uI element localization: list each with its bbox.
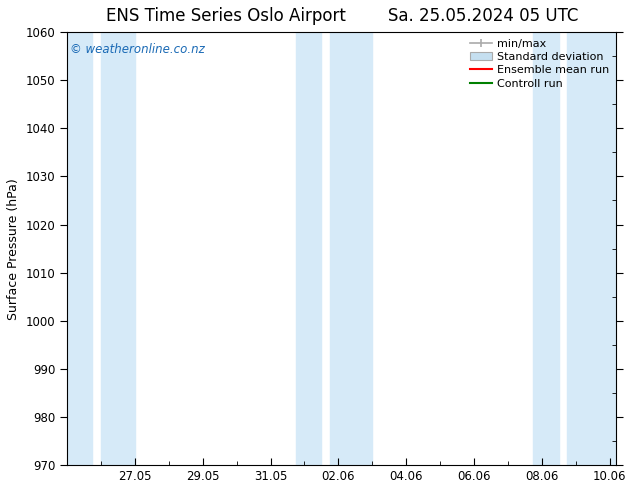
Title: ENS Time Series Oslo Airport        Sa. 25.05.2024 05 UTC: ENS Time Series Oslo Airport Sa. 25.05.2… — [105, 7, 578, 25]
Text: © weatheronline.co.nz: © weatheronline.co.nz — [70, 43, 205, 56]
Bar — [330, 32, 372, 465]
Bar — [533, 32, 559, 465]
Y-axis label: Surface Pressure (hPa): Surface Pressure (hPa) — [7, 178, 20, 319]
Bar — [567, 32, 616, 465]
Bar — [101, 32, 135, 465]
Legend: min/max, Standard deviation, Ensemble mean run, Controll run: min/max, Standard deviation, Ensemble me… — [465, 34, 614, 93]
Bar — [296, 32, 321, 465]
Bar — [67, 32, 93, 465]
